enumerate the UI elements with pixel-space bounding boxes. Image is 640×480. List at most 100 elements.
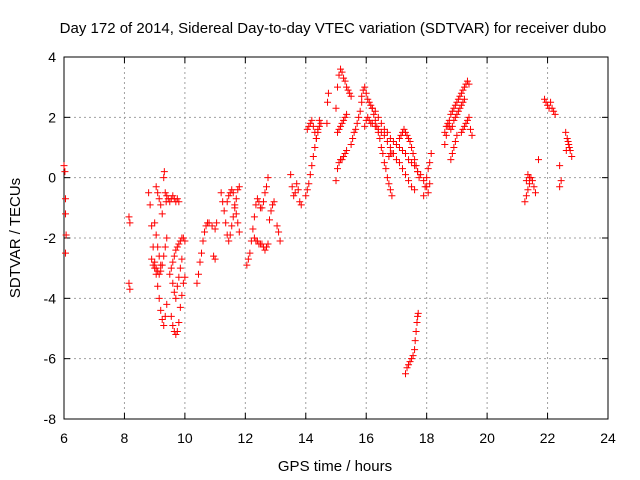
data-point — [531, 189, 539, 197]
data-point — [423, 174, 431, 182]
data-point — [152, 183, 160, 191]
data-point — [427, 150, 435, 158]
data-point — [376, 134, 384, 142]
data-point — [173, 328, 181, 336]
data-point — [175, 240, 183, 248]
data-point — [395, 144, 403, 151]
data-point — [377, 119, 385, 127]
data-point — [308, 162, 316, 170]
data-point — [149, 261, 157, 269]
data-point — [349, 134, 357, 142]
data-point — [343, 110, 351, 118]
data-point — [448, 122, 456, 130]
data-point — [365, 116, 373, 124]
data-point — [243, 261, 251, 269]
data-point — [400, 125, 408, 133]
data-point — [451, 113, 459, 121]
data-point — [347, 92, 355, 100]
data-point — [398, 165, 406, 173]
data-point — [261, 246, 269, 254]
data-point — [463, 77, 471, 85]
data-point — [244, 255, 252, 263]
data-point — [126, 219, 134, 227]
data-point — [225, 192, 233, 200]
data-point — [340, 116, 348, 124]
data-point — [306, 171, 314, 179]
data-point — [211, 255, 219, 263]
data-point — [232, 210, 240, 218]
data-point — [362, 89, 370, 97]
data-point — [411, 337, 419, 345]
data-point — [158, 210, 166, 218]
data-point — [267, 207, 275, 215]
data-point — [405, 177, 413, 185]
data-point — [447, 110, 455, 118]
data-point — [157, 201, 165, 209]
data-point — [338, 68, 346, 76]
data-point — [534, 156, 542, 164]
data-point — [273, 222, 281, 230]
data-point — [411, 346, 419, 354]
data-point — [457, 128, 465, 136]
data-point — [303, 186, 311, 194]
data-point — [337, 122, 345, 130]
data-point — [146, 201, 154, 209]
data-point — [60, 162, 68, 170]
data-point — [550, 107, 558, 115]
data-point — [332, 104, 340, 112]
data-point — [258, 204, 266, 212]
data-point — [235, 183, 243, 191]
data-point — [402, 370, 410, 378]
data-point — [379, 150, 387, 158]
data-point — [528, 177, 536, 185]
data-point — [250, 213, 258, 221]
data-point — [341, 77, 349, 85]
data-point — [352, 125, 360, 133]
y-tick-label: -2 — [44, 230, 57, 246]
data-point — [288, 183, 296, 191]
data-point — [160, 174, 168, 182]
data-point — [448, 150, 456, 158]
data-point — [421, 183, 429, 191]
data-point — [261, 189, 269, 197]
data-point — [161, 243, 169, 251]
data-point — [371, 116, 379, 124]
data-point — [403, 364, 411, 372]
data-point — [361, 83, 369, 91]
data-point — [395, 134, 403, 142]
data-point — [368, 119, 376, 127]
data-point — [179, 279, 187, 287]
data-point — [441, 140, 449, 148]
data-point — [228, 186, 236, 194]
data-point — [521, 198, 529, 206]
data-point — [335, 159, 343, 167]
data-point — [291, 189, 299, 197]
data-point — [413, 318, 421, 326]
data-point — [420, 192, 428, 200]
data-point — [163, 234, 171, 242]
data-point — [161, 189, 169, 197]
data-point — [385, 153, 393, 161]
data-point — [547, 98, 555, 106]
data-point — [453, 110, 461, 118]
data-point — [259, 198, 267, 206]
data-point — [350, 128, 358, 136]
data-point — [420, 177, 428, 185]
data-point — [338, 119, 346, 127]
data-point — [337, 65, 345, 73]
data-point — [163, 300, 171, 308]
data-point — [444, 119, 452, 127]
data-point — [557, 177, 565, 185]
data-point — [551, 110, 559, 118]
data-point — [562, 147, 570, 155]
data-point — [334, 165, 342, 173]
data-point — [211, 225, 219, 233]
data-point — [388, 150, 396, 158]
data-point — [303, 125, 311, 133]
data-point — [568, 153, 576, 161]
data-point — [154, 282, 162, 290]
data-point — [169, 321, 177, 329]
data-point — [556, 183, 564, 191]
data-point — [380, 131, 388, 139]
